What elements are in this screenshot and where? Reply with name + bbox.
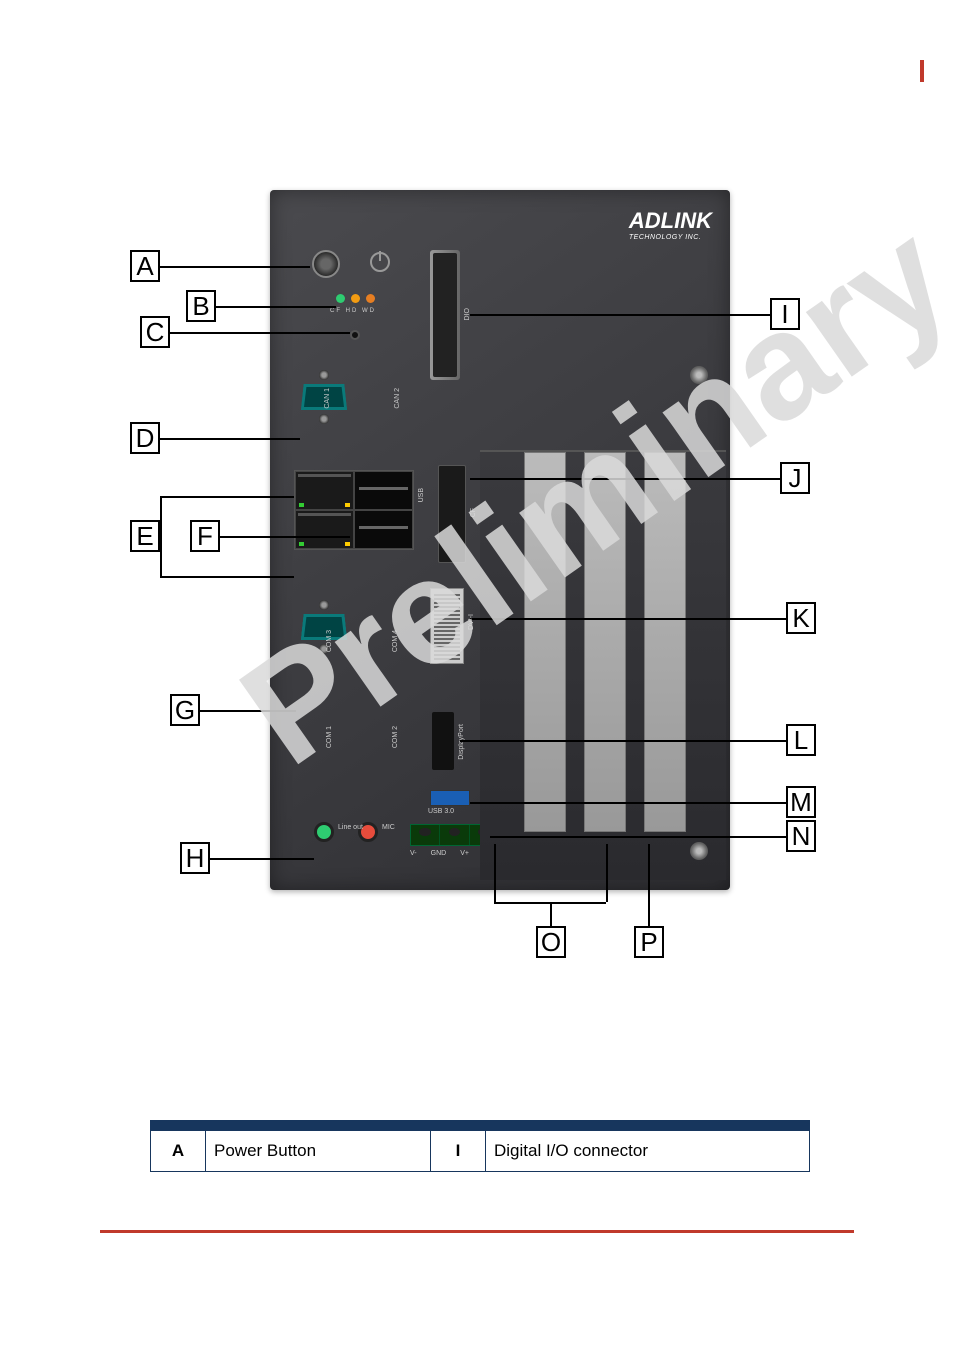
- chassis-screw: [690, 842, 708, 860]
- mic-label: MIC: [382, 824, 395, 831]
- displayport: [432, 712, 454, 770]
- usb-port-1: [354, 471, 413, 510]
- callout-c: C: [140, 316, 170, 348]
- usb3-port: [430, 790, 470, 806]
- callout-g: G: [170, 694, 200, 726]
- lead-d: [160, 438, 300, 440]
- callout-j: J: [780, 462, 810, 494]
- pci-slot-1: [524, 452, 566, 832]
- term-vminus: V-: [410, 850, 417, 857]
- led-wd: [366, 294, 375, 303]
- header-accent: [920, 60, 924, 82]
- lan1-port: [295, 510, 354, 549]
- can2-label: CAN 2: [394, 388, 401, 409]
- callout-a: A: [130, 250, 160, 282]
- logo-subtext: TECHNOLOGY INC.: [629, 234, 712, 241]
- terminal-labels: V- GND V+: [410, 850, 469, 857]
- usb-label: USB: [418, 488, 425, 502]
- lead-b: [216, 306, 336, 308]
- callout-d: D: [130, 422, 160, 454]
- lead-i: [470, 314, 770, 316]
- dvi-label: DVI-I: [468, 614, 475, 630]
- lead-e1: [160, 496, 294, 498]
- lead-k: [470, 618, 786, 620]
- callout-l: L: [786, 724, 816, 756]
- line-out-label: Line out: [338, 824, 363, 831]
- pci-slot-3: [644, 452, 686, 832]
- lead-g: [200, 710, 296, 712]
- cell-key-i: I: [431, 1131, 486, 1172]
- reset-pinhole: [350, 330, 360, 340]
- callout-e: E: [130, 520, 160, 552]
- lan2-port: [295, 471, 354, 510]
- callout-n: N: [786, 820, 816, 852]
- callout-o: O: [536, 926, 566, 958]
- lead-c: [170, 332, 350, 334]
- com-ports: [294, 600, 420, 766]
- lead-p: [648, 844, 650, 926]
- table-header-bar: [151, 1121, 810, 1131]
- ethernet-usb-block: [294, 470, 414, 550]
- led-cf: [336, 294, 345, 303]
- lead-j: [470, 478, 780, 480]
- callout-k: K: [786, 602, 816, 634]
- device-chassis: ADLINK TECHNOLOGY INC. CF HD WD CAN 1 CA…: [270, 190, 730, 890]
- com2-label: COM 2: [392, 726, 399, 748]
- callout-p: P: [634, 926, 664, 958]
- callout-h: H: [180, 842, 210, 874]
- lead-m: [470, 802, 786, 804]
- cf-label: CF: [470, 508, 477, 517]
- callout-m: M: [786, 786, 816, 818]
- com3-label: COM 3: [326, 630, 333, 652]
- callout-f: F: [190, 520, 220, 552]
- brand-logo: ADLINK TECHNOLOGY INC.: [629, 208, 712, 241]
- lead-o1: [494, 844, 496, 902]
- com2-port: [294, 600, 354, 654]
- led-labels: CF HD WD: [330, 308, 376, 314]
- lead-o3: [606, 844, 608, 902]
- lead-a: [160, 266, 310, 268]
- cell-key-a: A: [151, 1131, 206, 1172]
- lead-l: [460, 740, 786, 742]
- figure: ADLINK TECHNOLOGY INC. CF HD WD CAN 1 CA…: [130, 190, 830, 970]
- cf-slot: [438, 465, 466, 563]
- logo-text: ADLINK: [629, 208, 712, 233]
- can1-label: CAN 1: [324, 388, 331, 409]
- callout-b: B: [186, 290, 216, 322]
- power-button: [312, 250, 340, 278]
- callout-i: I: [770, 298, 800, 330]
- led-hd: [351, 294, 360, 303]
- lead-e2: [160, 496, 162, 576]
- footer-rule: [100, 1230, 854, 1233]
- power-icon: [370, 252, 390, 272]
- com4-label: COM 4: [392, 630, 399, 652]
- pci-slot-2: [584, 452, 626, 832]
- legend-table: A Power Button I Digital I/O connector: [150, 1120, 810, 1172]
- usb-port-2: [354, 510, 413, 549]
- usb3-label: USB 3.0: [428, 808, 454, 815]
- term-vplus: V+: [460, 850, 469, 857]
- expansion-bay: [480, 450, 726, 880]
- chassis-screw: [690, 366, 708, 384]
- dvi-port: [430, 588, 464, 664]
- com1-label: COM 1: [326, 726, 333, 748]
- table-row: A Power Button I Digital I/O connector: [151, 1131, 810, 1172]
- dio-connector: [430, 250, 460, 380]
- cell-val-a: Power Button: [206, 1131, 431, 1172]
- term-gnd: GND: [431, 850, 447, 857]
- lead-f: [220, 536, 350, 538]
- status-leds: [336, 294, 375, 303]
- lead-o4: [550, 902, 552, 926]
- lead-e3: [160, 576, 294, 578]
- line-out-jack: [314, 822, 334, 842]
- cell-val-i: Digital I/O connector: [486, 1131, 810, 1172]
- lead-h: [210, 858, 314, 860]
- lead-n: [490, 836, 786, 838]
